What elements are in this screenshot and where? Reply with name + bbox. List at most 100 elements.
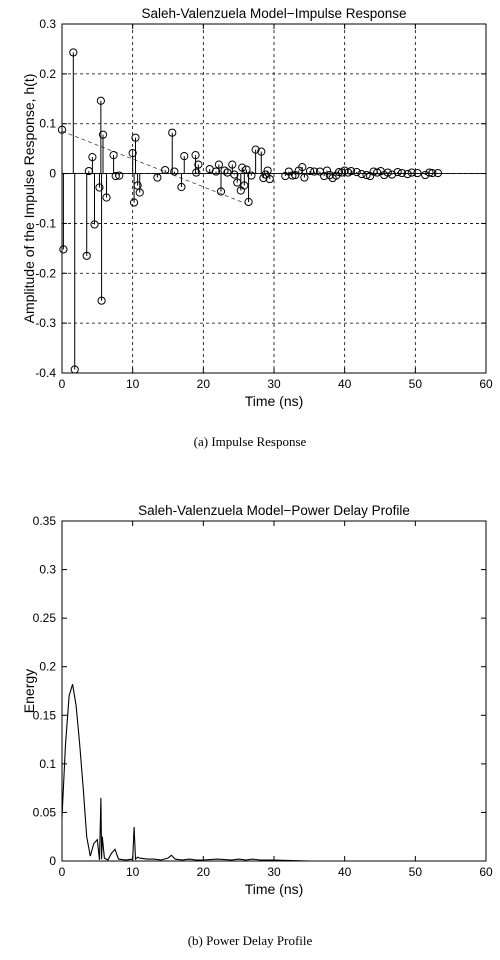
impulse-response-chart: 0 10 20 30 40 50 60 0.3 0.2 0.1 0 -0.1 -0.2 -0.3 -0.4… — [21, 6, 493, 409]
chart-title: Saleh-Valenzuela Model−Impulse Response — [141, 6, 406, 21]
stem-marker — [428, 168, 437, 178]
pdp-series-line — [61, 684, 438, 862]
stem-marker — [135, 188, 144, 197]
stem-marker — [242, 165, 251, 174]
y-axis-label: Amplitude of the Impulse Response, h(t) — [21, 74, 37, 324]
stem-marker — [228, 160, 237, 169]
y-tick-label: 0 — [49, 854, 56, 868]
stem-marker — [247, 171, 256, 180]
envelope-line — [61, 130, 246, 204]
stem-marker — [238, 163, 247, 172]
x-tick-label: 60 — [479, 865, 493, 879]
stem-marker — [98, 130, 108, 139]
stem-marker — [96, 96, 105, 105]
stem-marker — [397, 168, 407, 178]
x-tick-label: 50 — [409, 377, 423, 391]
stem-marker — [95, 183, 104, 192]
x-tick-labels: 0 10 20 30 40 50 60 — [59, 24, 493, 391]
x-tick-label: 20 — [197, 865, 211, 879]
y-tick-label: 0.2 — [39, 660, 56, 674]
y-tick-label: 0.05 — [33, 805, 57, 819]
stem-marker — [244, 197, 253, 207]
stem-marker — [383, 168, 392, 177]
x-tick-label: 30 — [267, 865, 281, 879]
power-delay-profile-chart: 0 10 20 30 40 50 60 0.350.30.250.20.150.10.050… — [21, 503, 493, 897]
stem-marker — [168, 128, 177, 137]
y-tick-label: -0.2 — [35, 266, 56, 280]
caption-b: (b) Power Delay Profile — [188, 933, 313, 948]
stem-marker — [97, 296, 106, 305]
x-tick-label: 10 — [126, 377, 140, 391]
stem-marker — [170, 167, 179, 176]
stem-marker — [334, 167, 344, 177]
stem-marker — [161, 165, 170, 175]
stem-marker — [59, 245, 68, 254]
y-tick-label: 0.15 — [33, 708, 57, 722]
stem-marker — [407, 168, 416, 177]
y-tick-label: -0.4 — [35, 366, 56, 380]
envelope-dashed-line — [61, 130, 246, 204]
stem-marker — [263, 166, 272, 175]
y-tick-label: 0.2 — [39, 67, 56, 81]
stem-marker — [69, 48, 78, 57]
x-tick-label: 0 — [59, 865, 66, 879]
stem-marker — [109, 151, 118, 160]
caption-a: (a) Impulse Response — [194, 434, 307, 449]
y-tick-label: 0.1 — [39, 117, 56, 131]
stem-markers — [57, 48, 443, 374]
stem-marker — [298, 162, 307, 172]
stem-marker — [115, 171, 124, 180]
stem-marker — [88, 153, 97, 162]
stem-marker — [393, 167, 402, 177]
y-tick-label: 0 — [49, 167, 56, 181]
y-tick-label: 0.3 — [39, 17, 56, 31]
y-tick-label: 0.3 — [39, 563, 56, 577]
stem-marker — [192, 168, 201, 177]
stem-marker — [346, 166, 356, 176]
y-axis-label: Energy — [21, 669, 37, 713]
stem-marker — [251, 145, 260, 154]
stem-marker — [322, 166, 332, 175]
y-tick-labels: 0.3 0.2 0.1 0 -0.1 -0.2 -0.3 -0.4 — [35, 17, 486, 380]
y-tick-label: -0.1 — [35, 216, 56, 230]
stem-marker — [194, 160, 203, 169]
stem-marker — [413, 168, 422, 178]
stem-marker — [90, 220, 99, 229]
y-tick-label: 0.1 — [39, 757, 56, 771]
x-axis-label: Time (ns) — [245, 393, 304, 409]
stem-marker — [403, 169, 412, 179]
x-tick-label: 60 — [479, 377, 493, 391]
stem-marker — [300, 173, 309, 182]
stem-marker — [357, 169, 366, 179]
stem-marker — [128, 149, 137, 158]
stem-marker — [70, 365, 79, 374]
stem-marker — [129, 198, 139, 207]
y-tick-label: -0.3 — [35, 316, 56, 330]
x-tick-label: 40 — [338, 865, 352, 879]
x-tick-label: 50 — [409, 865, 423, 879]
stem-marker — [216, 187, 226, 196]
chart-title: Saleh-Valenzuela Model−Power Delay Profi… — [138, 503, 410, 518]
stem-marker — [230, 170, 239, 179]
stem-marker — [102, 193, 111, 202]
x-tick-label: 40 — [338, 377, 352, 391]
x-tick-label: 10 — [126, 865, 140, 879]
x-tick-labels: 0 10 20 30 40 50 60 — [59, 521, 493, 879]
x-tick-label: 20 — [197, 377, 211, 391]
stem-marker — [325, 170, 334, 180]
x-tick-label: 30 — [267, 377, 281, 391]
stem-marker — [240, 181, 249, 190]
stem-marker — [288, 171, 297, 180]
stem-marker — [211, 167, 221, 176]
stem-marker — [82, 251, 91, 260]
stem-marker — [191, 151, 200, 160]
stem-marker — [177, 182, 186, 192]
stem-marker — [57, 125, 67, 134]
x-axis-label: Time (ns) — [245, 881, 304, 897]
y-tick-labels: 0.35 0.3 0.25 0.2 0.15 0.1 0.05 0 — [33, 514, 486, 868]
stem-marker — [433, 168, 443, 178]
stem-marker — [131, 133, 140, 142]
stem-marker — [153, 173, 162, 182]
stem-marker — [310, 167, 319, 176]
stem-marker — [214, 160, 223, 169]
